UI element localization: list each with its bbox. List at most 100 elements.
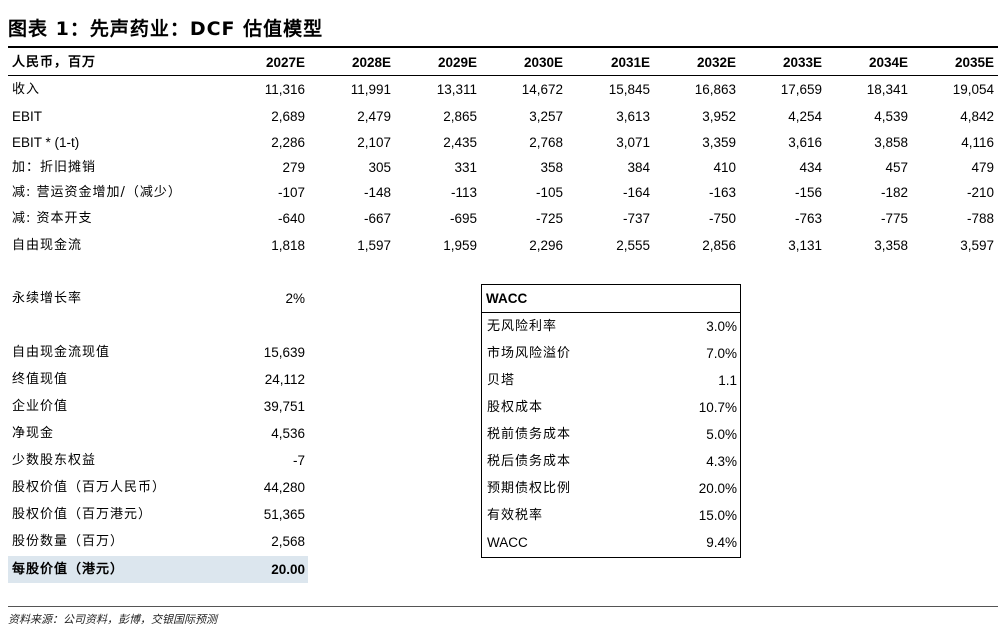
table-cell: 2,296	[529, 238, 563, 253]
table-cell: 2,479	[357, 109, 391, 124]
summary-row: 净现金 4,536	[8, 420, 308, 447]
table-cell: -182	[880, 185, 908, 200]
table-cell: -763	[794, 211, 822, 226]
row-label: 净现金	[12, 426, 55, 441]
row-label: 税后债务成本	[487, 454, 572, 469]
row-label: 终值现值	[12, 372, 69, 387]
table-cell: 4,539	[874, 109, 908, 124]
row-label: 自由现金流现值	[12, 345, 111, 360]
table-cell: -775	[880, 211, 908, 226]
table-cell: 3,858	[874, 135, 908, 150]
wacc-row: 市场风险溢价 7.0%	[482, 340, 740, 367]
table-cell: 4,116	[961, 135, 994, 150]
row-value: 39,751	[263, 399, 305, 414]
table-cell: -640	[277, 211, 305, 226]
row-label: EBIT	[12, 109, 43, 124]
table-cell: 4,842	[960, 109, 994, 124]
row-value: -7	[292, 453, 305, 468]
summary-row: 终值现值 24,112	[8, 366, 308, 393]
summary-row: 少数股东权益 -7	[8, 447, 308, 474]
table-cell: 410	[713, 160, 736, 175]
year-header: 2030E	[523, 55, 563, 70]
row-label: 少数股东权益	[12, 453, 97, 468]
table-cell: 2,689	[271, 109, 305, 124]
table-cell: 384	[627, 160, 650, 175]
table-cell: 11,316	[264, 82, 305, 97]
summary-row: 自由现金流现值 15,639	[8, 339, 308, 366]
table-cell: 1,597	[357, 238, 391, 253]
summary-row: 股权价值（百万人民币） 44,280	[8, 474, 308, 501]
table-cell: -725	[535, 211, 563, 226]
table-row: EBIT * (1-t) 2,286 2,107 2,435 2,768 3,071 3,3…	[8, 130, 1000, 156]
table-cell: 15,845	[608, 82, 650, 97]
table-cell: 3,359	[702, 135, 736, 150]
row-value: 5.0%	[706, 427, 737, 442]
table-cell: 3,597	[960, 238, 994, 253]
row-label: 无风险利率	[487, 319, 558, 334]
summary-row: 企业价值 39,751	[8, 393, 308, 420]
table-cell: -148	[363, 185, 391, 200]
row-value: 3.0%	[706, 319, 737, 334]
footer-rule	[8, 606, 998, 607]
row-value: 51,365	[263, 507, 305, 522]
table-cell: 3,616	[788, 135, 822, 150]
row-value: 4,536	[271, 426, 305, 441]
table-cell: -667	[363, 211, 391, 226]
perpetual-growth-row: 永续增长率 2%	[8, 285, 308, 312]
table-cell: 358	[540, 160, 563, 175]
table-cell: 1,818	[271, 238, 305, 253]
header-rule	[8, 75, 998, 76]
row-value: 15,639	[263, 345, 305, 360]
year-header: 2029E	[437, 55, 477, 70]
wacc-row: 无风险利率 3.0%	[482, 313, 740, 340]
row-label: WACC	[487, 535, 528, 550]
row-value: 9.4%	[706, 535, 737, 550]
table-cell: -107	[277, 185, 305, 200]
table-row: 加：折旧摊销 279 305 331 358 384 410 434 457 479	[8, 155, 1000, 181]
table-cell: 2,555	[616, 238, 650, 253]
header-label: 人民币，百万	[12, 55, 97, 70]
summary-row: 股权价值（百万港元） 51,365	[8, 501, 308, 528]
table-cell: 16,863	[694, 82, 736, 97]
table-row: 减: 资本开支 -640 -667 -695 -725 -737 -750 -763 -775 -…	[8, 206, 1000, 232]
wacc-row: 有效税率 15.0%	[482, 502, 740, 529]
table-header: 人民币，百万 2027E 2028E 2029E 2030E 2031E 203…	[8, 50, 1000, 76]
wacc-row: 股权成本 10.7%	[482, 394, 740, 421]
table-row: 自由现金流 1,818 1,597 1,959 2,296 2,555 2,856 3,131…	[8, 233, 1000, 259]
table-cell: -163	[708, 185, 736, 200]
table-cell: 3,257	[529, 109, 563, 124]
row-value: 2,568	[271, 534, 305, 549]
table-cell: 11,991	[350, 82, 391, 97]
year-header: 2035E	[954, 55, 994, 70]
row-value: 1.1	[718, 373, 737, 388]
table-cell: 17,659	[780, 82, 822, 97]
row-label: 每股价值（港元）	[12, 562, 125, 577]
table-cell: 279	[282, 160, 305, 175]
row-label: 股权成本	[487, 400, 544, 415]
table-cell: -788	[966, 211, 994, 226]
row-label: 税前债务成本	[487, 427, 572, 442]
table-cell: 3,358	[874, 238, 908, 253]
wacc-row: 预期债权比例 20.0%	[482, 475, 740, 502]
row-label: 自由现金流	[12, 238, 83, 253]
row-value: 10.7%	[698, 400, 737, 415]
source-footnote: 资料来源：公司资料，彭博，交银国际预测	[8, 613, 217, 626]
table-cell: -737	[622, 211, 650, 226]
table-cell: 19,054	[952, 82, 994, 97]
table-cell: 1,959	[443, 238, 477, 253]
row-label: 股权价值（百万港元）	[12, 507, 153, 522]
table-cell: 18,341	[866, 82, 908, 97]
table-cell: -164	[622, 185, 650, 200]
row-value: 20.0%	[698, 481, 737, 496]
table-cell: 2,435	[443, 135, 477, 150]
table-cell: 305	[368, 160, 391, 175]
year-header: 2034E	[868, 55, 908, 70]
row-label: 预期债权比例	[487, 481, 572, 496]
top-rule	[8, 46, 998, 48]
table-cell: -113	[450, 185, 477, 200]
wacc-table: WACC 无风险利率 3.0% 市场风险溢价 7.0% 贝塔 1.1 股权成本 10.7% 税前…	[481, 284, 741, 558]
row-value: 7.0%	[706, 346, 737, 361]
row-label: 有效税率	[487, 508, 544, 523]
table-cell: 479	[971, 160, 994, 175]
table-cell: 4,254	[788, 109, 822, 124]
